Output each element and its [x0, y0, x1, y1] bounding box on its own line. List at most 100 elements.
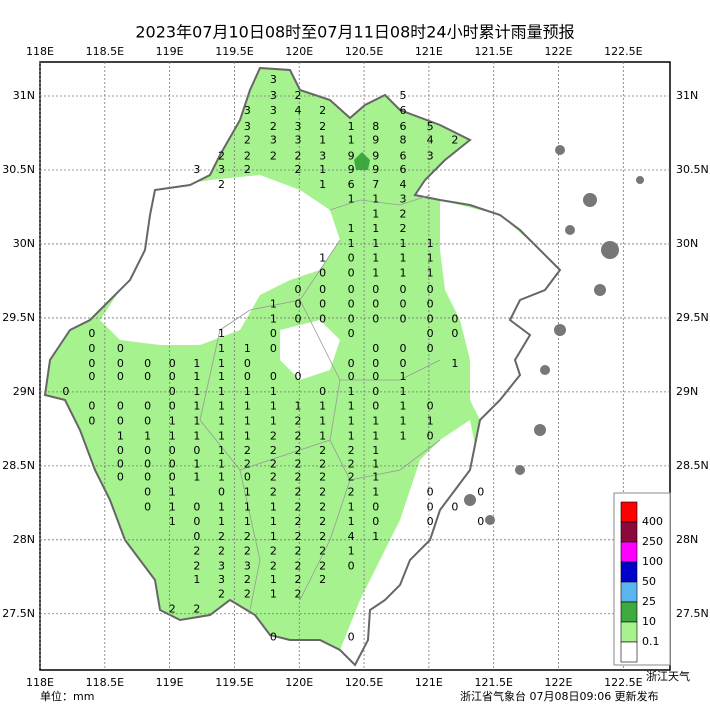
station-value: 1: [169, 500, 176, 513]
station-value: 0: [244, 370, 251, 383]
station-value: 2: [244, 444, 251, 457]
station-value: 2: [294, 471, 301, 484]
y-tick-label: 31N: [13, 89, 35, 102]
station-value: 3: [218, 573, 225, 586]
station-value: 1: [348, 120, 355, 133]
y-tick-label: 28N: [13, 533, 35, 546]
station-value: 0: [144, 370, 151, 383]
station-value: 1: [193, 400, 200, 413]
station-value: 1: [372, 237, 379, 250]
station-value: 1: [399, 385, 406, 398]
legend-label: 400: [642, 515, 663, 528]
x-tick-label: 119.5E: [215, 45, 253, 58]
legend-swatch: [620, 501, 638, 523]
station-value: 0: [244, 471, 251, 484]
station-value: 5: [399, 89, 406, 102]
station-value: 9: [348, 150, 355, 163]
station-value: 0: [218, 485, 225, 498]
y-tick-label: 31N: [676, 89, 698, 102]
station-value: 1: [270, 515, 277, 528]
station-value: 2: [270, 471, 277, 484]
station-value: 4: [294, 104, 301, 117]
station-value: 5: [427, 120, 434, 133]
station-value: 0: [144, 457, 151, 470]
station-value: 2: [319, 444, 326, 457]
station-value: 0: [169, 444, 176, 457]
station-value: 0: [169, 471, 176, 484]
station-value: 2: [218, 588, 225, 601]
y-tick-label: 28.5N: [2, 459, 35, 472]
station-value: 2: [294, 500, 301, 513]
station-value: 1: [244, 385, 251, 398]
legend-label: 250: [642, 535, 663, 548]
station-value: 2: [169, 602, 176, 615]
station-value: 0: [117, 400, 124, 413]
station-value: 3: [244, 559, 251, 572]
station-value: 1: [270, 588, 277, 601]
station-value: 2: [294, 414, 301, 427]
station-value: 0: [451, 312, 458, 325]
station-value: 0: [88, 370, 95, 383]
legend: 400 250 100 50 25 10 0.1: [613, 492, 671, 666]
station-value: 2: [270, 150, 277, 163]
station-value: 1: [451, 357, 458, 370]
station-value: 1: [372, 414, 379, 427]
station-value: 1: [319, 414, 326, 427]
station-value: 3: [244, 120, 251, 133]
station-value: 1: [399, 252, 406, 265]
legend-swatch: [620, 521, 638, 543]
station-value: 1: [348, 515, 355, 528]
station-value: 1: [218, 515, 225, 528]
station-value: 1: [348, 414, 355, 427]
station-value: 2: [218, 178, 225, 191]
station-value: 0: [117, 414, 124, 427]
legend-label: 25: [642, 595, 656, 608]
station-value: 1: [218, 342, 225, 355]
station-values: 33 2 53 3 4 2 63 2 3 2 1 8 6 52 3 3 1 1 9 8 4 22 2 2 2 3 9 9 6 33 3 2 2 1…: [62, 73, 484, 644]
station-value: 8: [399, 133, 406, 146]
station-value: 1: [218, 357, 225, 370]
station-value: 1: [372, 485, 379, 498]
station-value: 3: [270, 133, 277, 146]
station-value: 0: [144, 357, 151, 370]
y-tick-label: 29N: [676, 385, 698, 398]
station-value: 0: [427, 485, 434, 498]
station-value: 2: [319, 120, 326, 133]
station-value: 0: [193, 444, 200, 457]
station-value: 0: [399, 298, 406, 311]
x-tick-label: 119E: [156, 45, 184, 58]
heavy-rain-area: [354, 152, 370, 170]
y-tick-label: 27.5N: [2, 607, 35, 620]
station-value: 0: [477, 515, 484, 528]
station-value: 2: [348, 444, 355, 457]
station-value: 1: [348, 222, 355, 235]
station-value: 1: [270, 414, 277, 427]
station-value: 3: [294, 133, 301, 146]
station-value: 1: [372, 267, 379, 280]
station-value: 1: [193, 370, 200, 383]
x-tick-label: 118E: [26, 676, 54, 689]
station-value: 2: [319, 559, 326, 572]
x-tick-label: 120.5E: [345, 676, 383, 689]
station-value: 1: [348, 429, 355, 442]
station-value: 2: [348, 485, 355, 498]
station-value: 1: [218, 414, 225, 427]
station-value: 1: [348, 545, 355, 558]
station-value: 0: [144, 400, 151, 413]
station-value: 0: [169, 457, 176, 470]
station-value: 2: [270, 485, 277, 498]
station-value: 0: [372, 357, 379, 370]
station-value: 1: [193, 457, 200, 470]
y-tick-label: 30.5N: [2, 163, 35, 176]
no-rain-area: [280, 320, 340, 380]
station-value: 2: [193, 559, 200, 572]
station-value: 2: [294, 485, 301, 498]
station-value: 4: [348, 530, 355, 543]
station-value: 2: [319, 545, 326, 558]
station-value: 0: [319, 283, 326, 296]
station-value: 0: [117, 444, 124, 457]
legend-swatch: [620, 581, 638, 603]
station-value: 0: [399, 312, 406, 325]
station-value: 2: [319, 573, 326, 586]
